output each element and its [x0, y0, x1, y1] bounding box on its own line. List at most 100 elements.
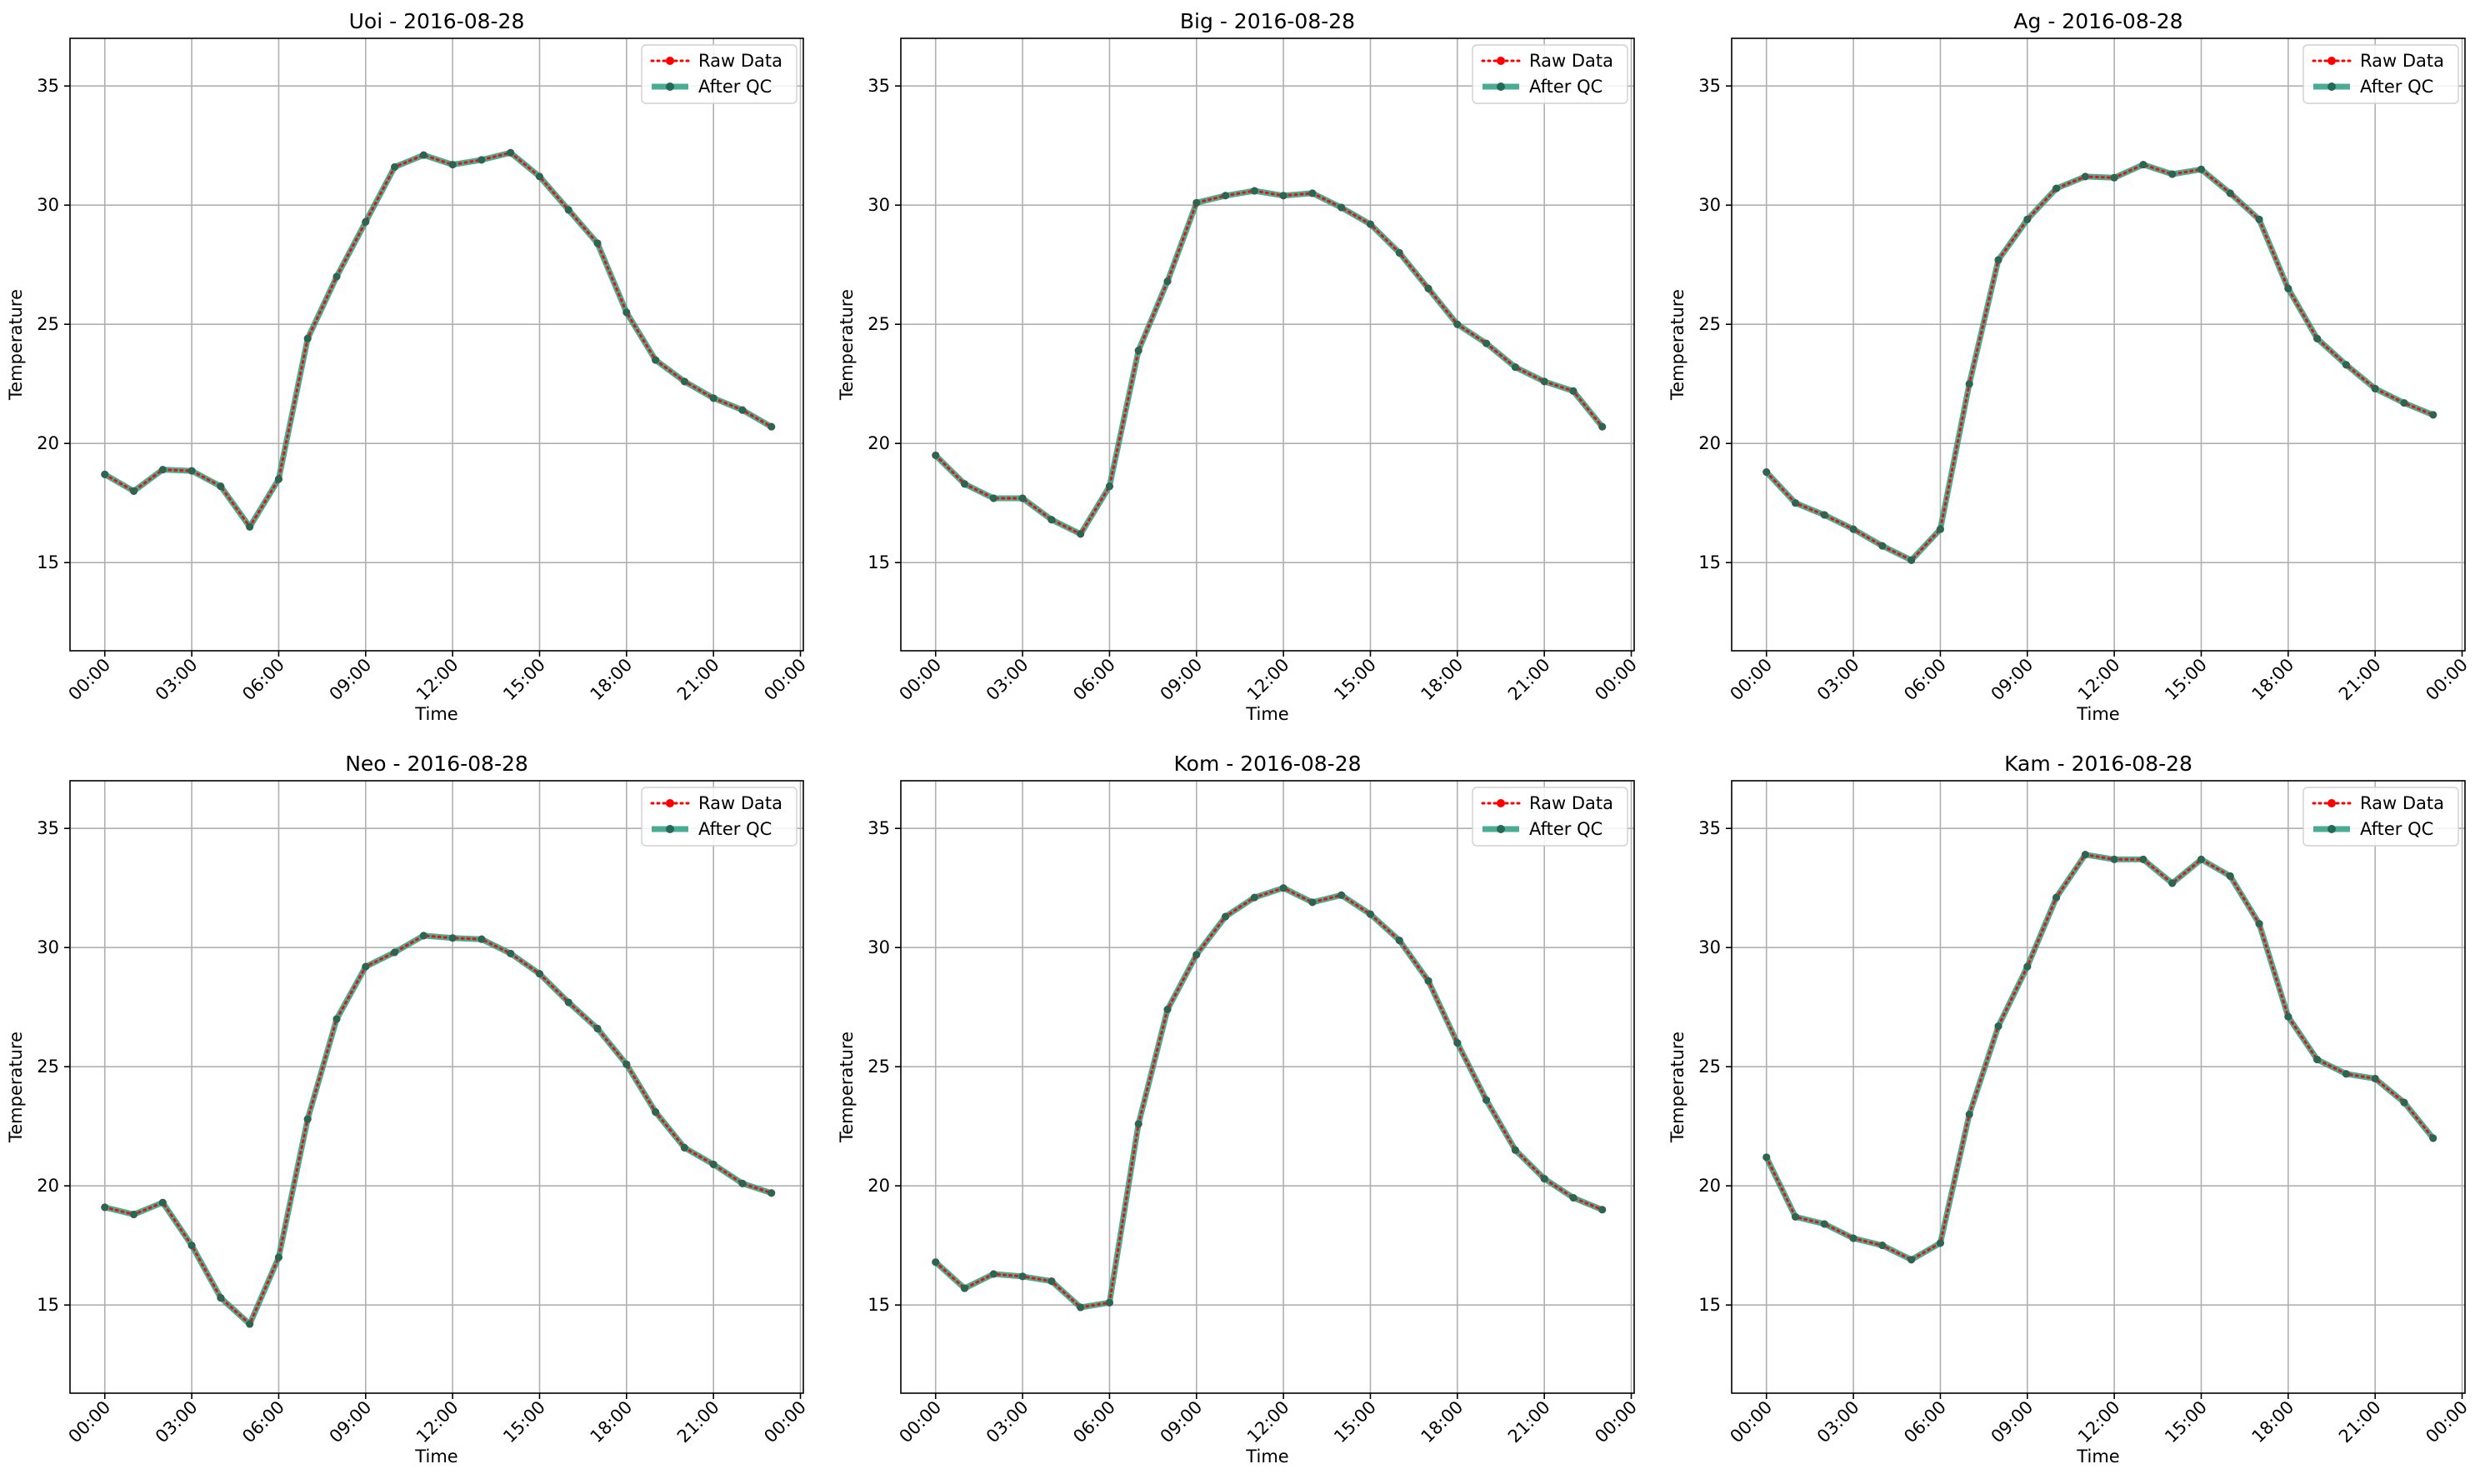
after-qc-point [1908, 1256, 1916, 1264]
x-tick-label: 06:00 [1069, 655, 1119, 705]
after-qc-point [2342, 361, 2350, 369]
after-qc-point [1105, 482, 1113, 491]
after-qc-point [961, 480, 969, 488]
grid [1732, 38, 2465, 651]
chart-panel: 15 20 25 30 35 00:00 03:00 06:00 09:00 12:00 15:00… [1668, 9, 2472, 724]
y-axis-label: Temperature [837, 289, 857, 401]
after-qc-point [1849, 525, 1858, 533]
x-axis-label: Time [414, 1447, 458, 1467]
x-tick-label: 12:00 [2074, 1397, 2124, 1447]
x-tick-label: 00:00 [1591, 1397, 1641, 1447]
after-qc-point [1077, 1303, 1085, 1312]
y-tick-label: 20 [37, 433, 59, 453]
after-qc-point [2313, 334, 2322, 342]
legend-label-raw-data: Raw Data [1529, 51, 1613, 71]
x-tick-label: 03:00 [982, 655, 1032, 705]
y-tick-label: 15 [868, 1295, 890, 1315]
x-tick-label: 12:00 [412, 1397, 462, 1447]
x-tick-label: 09:00 [326, 1397, 376, 1447]
legend-marker-after-qc [2328, 82, 2336, 91]
after-qc-point [593, 1024, 602, 1032]
after-qc-point [1540, 1175, 1548, 1183]
chart-panel: 15 20 25 30 35 00:00 03:00 06:00 09:00 12:00 15:00… [837, 9, 1641, 724]
y-tick-label: 20 [37, 1176, 59, 1196]
x-tick-label: 03:00 [1813, 1397, 1863, 1447]
after-qc-point [2226, 872, 2234, 880]
after-qc-point [2023, 215, 2032, 223]
after-qc-point [1338, 891, 1346, 899]
after-qc-point [1569, 1193, 1578, 1202]
after-qc-point [101, 1203, 109, 1212]
y-tick-label: 30 [868, 195, 890, 215]
after-qc-point [738, 406, 747, 414]
after-qc-point [2371, 1074, 2379, 1082]
after-qc-point [2052, 893, 2061, 902]
y-tick-label: 35 [37, 818, 59, 838]
axes-frame [1731, 780, 2466, 1394]
x-tick-label: 18:00 [1418, 1397, 1468, 1447]
x-tick-label: 00:00 [65, 655, 115, 705]
legend-marker-raw-data [2328, 799, 2336, 807]
after-qc-point [1192, 198, 1201, 207]
after-qc-point [535, 970, 543, 978]
legend: Raw Data After QC [641, 787, 798, 847]
x-tick-label: 09:00 [1157, 1397, 1207, 1447]
x-tick-label: 00:00 [760, 1397, 810, 1447]
after-qc-point [2342, 1070, 2350, 1078]
x-tick-label: 21:00 [1504, 1397, 1554, 1447]
x-tick-label: 03:00 [982, 1397, 1032, 1447]
after-qc-point [961, 1284, 969, 1292]
after-qc-point [478, 156, 486, 164]
after-qc-point [1482, 1096, 1491, 1104]
chart-title: Ag - 2016-08-28 [2013, 9, 2182, 33]
series-line-raw-data [103, 934, 773, 1327]
after-qc-point [2284, 1012, 2292, 1021]
x-tick-label: 15:00 [1330, 1397, 1380, 1447]
after-qc-point [1424, 977, 1432, 985]
after-qc-point [1077, 530, 1085, 538]
legend-marker-raw-data [1497, 57, 1505, 65]
after-qc-point [1598, 422, 1607, 431]
after-qc-point [274, 475, 282, 483]
x-tick-label: 06:00 [238, 655, 288, 705]
y-tick-label: 30 [1698, 937, 1721, 957]
y-tick-label: 25 [1698, 1057, 1721, 1077]
grid [901, 38, 1634, 651]
y-axis-label: Temperature [1668, 1032, 1688, 1143]
x-tick-label: 15:00 [2161, 655, 2211, 705]
legend-marker-raw-data [2328, 57, 2336, 65]
after-qc-point [768, 422, 776, 431]
after-qc-point [362, 217, 370, 226]
after-qc-point [652, 1108, 660, 1117]
x-tick-label: 00:00 [896, 655, 946, 705]
after-qc-point [303, 1115, 312, 1123]
after-qc-point [2226, 189, 2234, 197]
after-qc-point [564, 998, 572, 1007]
legend-marker-after-qc [666, 82, 674, 91]
after-qc-point [1338, 203, 1346, 212]
legend: Raw Data After QC [641, 44, 798, 104]
after-qc-point [768, 1189, 776, 1197]
y-axis-label: Temperature [837, 1032, 857, 1143]
after-qc-point [2371, 384, 2379, 392]
after-qc-point [1163, 277, 1172, 286]
after-qc-point [391, 162, 399, 171]
after-qc-point [1279, 192, 1288, 200]
x-tick-label: 18:00 [587, 1397, 637, 1447]
chart-title: Neo - 2016-08-28 [345, 752, 528, 776]
axes-frame [1731, 37, 2466, 652]
legend-marker-raw-data [1497, 799, 1505, 807]
y-axis-label: Temperature [1668, 289, 1688, 401]
after-qc-point [989, 1270, 998, 1278]
x-tick-label: 15:00 [499, 1397, 549, 1447]
after-qc-point [1250, 893, 1258, 902]
series-line-after-qc [932, 885, 1606, 1311]
y-tick-label: 35 [1698, 76, 1721, 96]
chart-panel: 15 20 25 30 35 00:00 03:00 06:00 09:00 12:00 15:00… [6, 9, 810, 724]
x-tick-label: 00:00 [1727, 1397, 1777, 1447]
y-tick-label: 15 [868, 552, 890, 572]
after-qc-point [1511, 363, 1519, 372]
after-qc-point [1366, 220, 1374, 228]
after-qc-point [1048, 1277, 1056, 1286]
after-qc-point [1820, 1220, 1828, 1228]
